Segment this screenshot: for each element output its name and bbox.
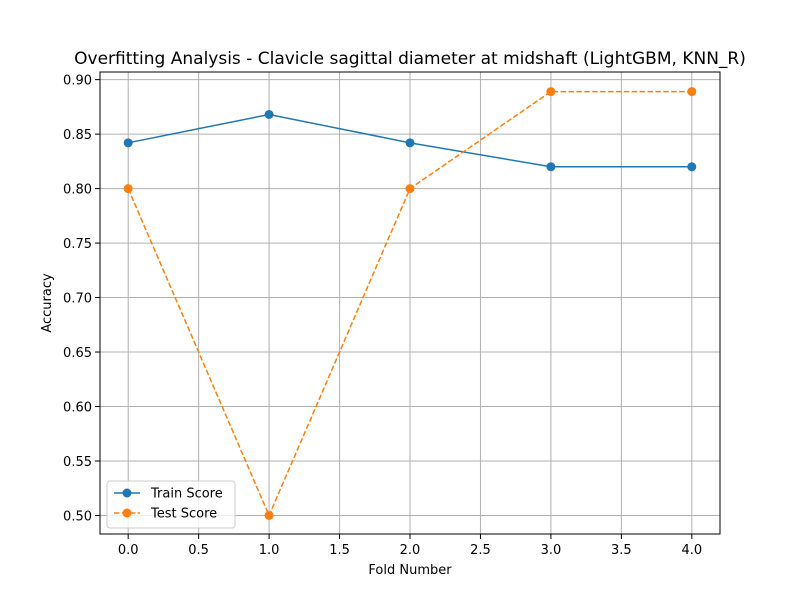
y-tick-label: 0.70 (63, 292, 92, 307)
train-score-point (687, 162, 697, 172)
x-tick-label: 4.0 (681, 543, 702, 558)
x-tick-label: 1.0 (259, 543, 280, 558)
y-tick-label: 0.75 (63, 237, 92, 252)
axes: 0.0 0.5 1.0 1.5 2.0 2.5 3.0 3.5 4.0 0.50 0.55 0.60 0… (63, 74, 702, 558)
train-score-point (546, 162, 556, 172)
test-score-point (264, 510, 274, 520)
x-axis-label: Fold Number (368, 563, 452, 578)
train-score-point (405, 138, 415, 148)
x-tick-label: 3.0 (541, 543, 562, 558)
test-score-legend-swatch-marker (122, 508, 132, 518)
x-tick-label: 2.5 (470, 543, 491, 558)
chart-title: Overfitting Analysis - Clavicle sagittal… (74, 49, 746, 69)
x-tick-label: 1.5 (329, 543, 350, 558)
train-score-legend-label: Train Score (150, 487, 223, 502)
train-score-legend-swatch-marker (122, 488, 132, 498)
y-tick-label: 0.50 (63, 509, 92, 524)
test-score-point (546, 87, 556, 97)
x-tick-label: 3.5 (611, 543, 632, 558)
grid-lines (100, 72, 720, 534)
train-score-point (123, 138, 133, 148)
test-score-point (405, 184, 415, 194)
test-score-point (687, 87, 697, 97)
test-score-point (123, 184, 133, 194)
y-tick-label: 0.65 (63, 346, 92, 361)
train-score-point (264, 109, 274, 119)
x-tick-label: 2.0 (400, 543, 421, 558)
y-tick-label: 0.60 (63, 401, 92, 416)
y-tick-label: 0.80 (63, 183, 92, 198)
y-tick-label: 0.90 (63, 74, 92, 89)
x-tick-label: 0.0 (118, 543, 139, 558)
x-tick-label: 0.5 (188, 543, 209, 558)
y-tick-label: 0.85 (63, 128, 92, 143)
y-tick-label: 0.55 (63, 455, 92, 470)
y-axis-label: Accuracy (40, 273, 55, 333)
series-layer (123, 87, 697, 520)
test-score-legend-label: Test Score (150, 507, 217, 522)
legend: Train Score Test Score (106, 480, 236, 529)
